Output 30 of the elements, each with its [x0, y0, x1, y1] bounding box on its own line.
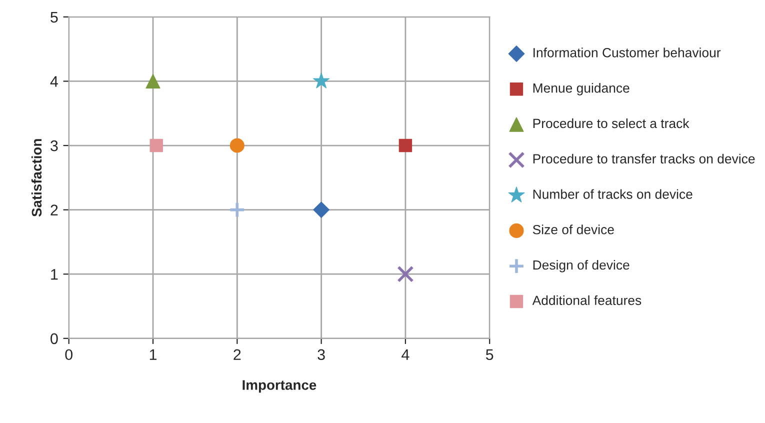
legend-label: Design of device	[533, 260, 630, 272]
point	[313, 202, 330, 218]
legend-label: Size of device	[532, 224, 614, 234]
x-tick-label: 1	[150, 349, 157, 360]
point	[228, 201, 246, 218]
y-tick-label: 4	[50, 76, 58, 87]
x-tick-label: 2	[234, 349, 241, 360]
legend-label: Number of tracks on device	[533, 189, 692, 199]
y-tick-label: 0	[50, 333, 58, 344]
legend-label: Procedure to select a track	[533, 118, 690, 128]
x-tick-label: 4	[402, 349, 410, 360]
x-tick-label: 5	[486, 349, 494, 360]
x-tick-label: 3	[318, 349, 325, 360]
x-axis-title: Importance	[242, 380, 316, 393]
y-axis-title: Satisfaction	[31, 139, 42, 217]
point	[230, 138, 244, 153]
point	[397, 266, 414, 282]
legend-label: Additional features	[532, 295, 642, 306]
x-tick-label: 0	[65, 349, 72, 360]
y-tick-label: 5	[50, 12, 58, 23]
legend-label: Procedure to transfer tracks on device	[533, 154, 755, 164]
y-tick-label: 3	[50, 140, 58, 152]
point	[313, 72, 330, 88]
legend-label: Information Customer behaviour	[534, 48, 721, 58]
y-tick-label: 1	[51, 269, 58, 280]
legend-label: Menue guidance	[533, 83, 630, 96]
point	[398, 138, 412, 152]
point	[150, 138, 163, 152]
y-tick-label: 2	[50, 204, 58, 216]
point	[146, 74, 160, 89]
